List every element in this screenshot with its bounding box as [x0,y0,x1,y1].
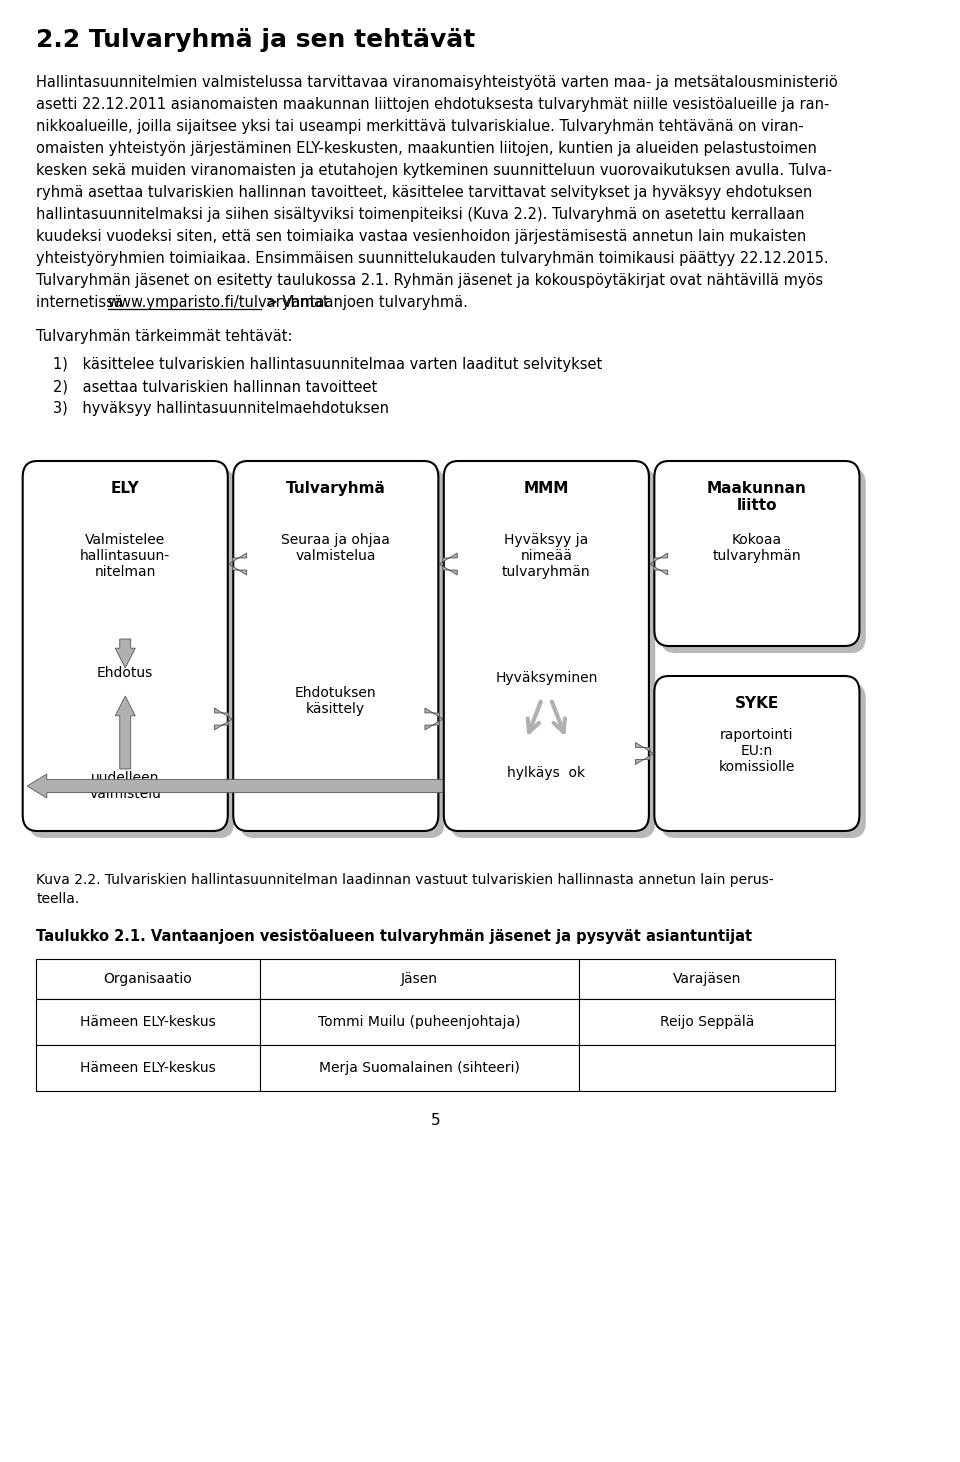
Text: Hyväksyy ja
nimeää
tulvaryhmän: Hyväksyy ja nimeää tulvaryhmän [502,534,590,579]
FancyBboxPatch shape [660,468,866,654]
Text: ELY: ELY [110,481,139,496]
Text: Kuva 2.2. Tulvariskien hallintasuunnitelman laadinnan vastuut tulvariskien halli: Kuva 2.2. Tulvariskien hallintasuunnitel… [36,873,774,887]
Text: nikkoalueille, joilla sijaitsee yksi tai useampi merkittävä tulvariskialue. Tulv: nikkoalueille, joilla sijaitsee yksi tai… [36,118,804,135]
Text: 2) asettaa tulvariskien hallinnan tavoitteet: 2) asettaa tulvariskien hallinnan tavoit… [53,379,377,393]
Text: Ehdotus: Ehdotus [97,667,154,680]
Text: yhteistyöryhmien toimiaikaa. Ensimmäisen suunnittelukauden tulvaryhmän toimikaus: yhteistyöryhmien toimiaikaa. Ensimmäisen… [36,251,828,266]
Text: > Vantaanjoen tulvaryhmä.: > Vantaanjoen tulvaryhmä. [261,295,468,310]
Polygon shape [425,708,443,730]
Bar [260,1045,580,1091]
Bar [36,959,260,999]
Text: uudelleen
valmistelu: uudelleen valmistelu [89,770,161,801]
Text: Tommi Muilu (puheenjohtaja): Tommi Muilu (puheenjohtaja) [319,1015,521,1029]
Text: Tulvaryhmän tärkeimmät tehtävät:: Tulvaryhmän tärkeimmät tehtävät: [36,329,293,344]
Bar [36,999,260,1045]
Text: Tulvaryhmä: Tulvaryhmä [286,481,386,496]
Text: 2.2 Tulvaryhmä ja sen tehtävät: 2.2 Tulvaryhmä ja sen tehtävät [36,28,475,53]
Text: Hyväksyminen: Hyväksyminen [495,671,597,686]
FancyBboxPatch shape [240,468,444,838]
Polygon shape [636,743,654,765]
FancyBboxPatch shape [655,675,859,830]
Text: Organisaatio: Organisaatio [104,972,193,985]
Polygon shape [440,553,457,575]
Text: Hämeen ELY-keskus: Hämeen ELY-keskus [81,1015,216,1029]
Text: Hämeen ELY-keskus: Hämeen ELY-keskus [81,1061,216,1075]
Text: kesken sekä muiden viranomaisten ja etutahojen kytkeminen suunnitteluun vuorovai: kesken sekä muiden viranomaisten ja etut… [36,162,832,178]
Text: MMM: MMM [523,481,569,496]
Text: omaisten yhteistyön järjestäminen ELY-keskusten, maakuntien liitojen, kuntien ja: omaisten yhteistyön järjestäminen ELY-ke… [36,140,817,156]
Text: 1) käsittelee tulvariskien hallintasuunnitelmaa varten laaditut selvitykset: 1) käsittelee tulvariskien hallintasuunn… [53,357,602,371]
Text: www.ymparisto.fi/tulvaryhmat: www.ymparisto.fi/tulvaryhmat [108,295,329,310]
Bar [260,959,580,999]
FancyBboxPatch shape [655,461,859,646]
Text: Maakunnan
liitto: Maakunnan liitto [707,481,806,513]
Bar [580,1045,835,1091]
Text: hallintasuunnitelmaksi ja siihen sisältyviksi toimenpiteiksi (Kuva 2.2). Tulvary: hallintasuunnitelmaksi ja siihen sisälty… [36,208,804,222]
Text: hylkäys  ok: hylkäys ok [507,766,586,781]
Polygon shape [27,773,443,798]
Bar [580,959,835,999]
Text: Reijo Seppälä: Reijo Seppälä [660,1015,755,1029]
Text: Ehdotuksen
käsittely: Ehdotuksen käsittely [295,686,376,716]
Text: Varajäsen: Varajäsen [673,972,741,985]
Text: kuudeksi vuodeksi siten, että sen toimiaika vastaa vesienhoidon järjestämisestä : kuudeksi vuodeksi siten, että sen toimia… [36,230,806,244]
Bar [260,999,580,1045]
Polygon shape [650,553,668,575]
Text: ryhmä asettaa tulvariskien hallinnan tavoitteet, käsittelee tarvittavat selvityk: ryhmä asettaa tulvariskien hallinnan tav… [36,186,812,200]
Text: Kokoaa
tulvaryhmän: Kokoaa tulvaryhmän [712,534,802,563]
Text: raportointi
EU:n
komissiolle: raportointi EU:n komissiolle [719,728,795,775]
Text: Jäsen: Jäsen [401,972,438,985]
Text: 5: 5 [431,1113,441,1129]
FancyBboxPatch shape [233,461,439,830]
Polygon shape [214,708,232,730]
Bar [36,1045,260,1091]
Text: Hallintasuunnitelmien valmistelussa tarvittavaa viranomaisyhteistyötä varten maa: Hallintasuunnitelmien valmistelussa tarv… [36,75,838,91]
Text: 3) hyväksyy hallintasuunnitelmaehdotuksen: 3) hyväksyy hallintasuunnitelmaehdotukse… [53,401,389,417]
Polygon shape [115,696,135,769]
FancyBboxPatch shape [660,683,866,838]
FancyBboxPatch shape [444,461,649,830]
Text: internetissä: internetissä [36,295,128,310]
FancyBboxPatch shape [29,468,234,838]
Text: SYKE: SYKE [734,696,779,711]
Text: Merja Suomalainen (sihteeri): Merja Suomalainen (sihteeri) [320,1061,520,1075]
Text: Seuraa ja ohjaa
valmistelua: Seuraa ja ohjaa valmistelua [281,534,390,563]
FancyBboxPatch shape [450,468,656,838]
Text: Valmistelee
hallintasuun-
nitelman: Valmistelee hallintasuun- nitelman [81,534,170,579]
FancyBboxPatch shape [23,461,228,830]
Text: Tulvaryhmän jäsenet on esitetty taulukossa 2.1. Ryhmän jäsenet ja kokouspöytäkir: Tulvaryhmän jäsenet on esitetty taulukos… [36,273,824,288]
Polygon shape [115,639,135,668]
Text: asetti 22.12.2011 asianomaisten maakunnan liittojen ehdotuksesta tulvaryhmät nii: asetti 22.12.2011 asianomaisten maakunna… [36,96,829,113]
Text: teella.: teella. [36,892,80,906]
Bar [580,999,835,1045]
Text: Taulukko 2.1. Vantaanjoen vesistöalueen tulvaryhmän jäsenet ja pysyvät asiantunt: Taulukko 2.1. Vantaanjoen vesistöalueen … [36,928,753,944]
Polygon shape [228,553,247,575]
